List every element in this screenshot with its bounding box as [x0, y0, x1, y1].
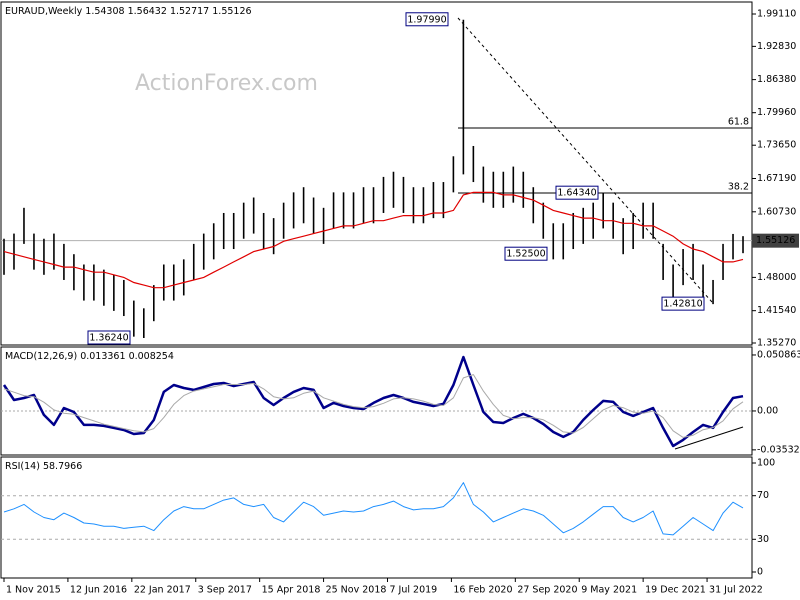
y-tick-label: 0.050863 — [757, 349, 800, 360]
x-tick-label: 1 Nov 2015 — [6, 585, 61, 596]
x-tick-label: 9 May 2021 — [581, 585, 637, 596]
readout-value: 1.52717 — [170, 6, 209, 17]
readout-value: 1.56432 — [128, 6, 167, 17]
annotation-box — [504, 246, 548, 261]
fib-label: 61.8 — [728, 116, 749, 127]
x-tick-label: 31 Jul 2022 — [709, 585, 763, 596]
panel-header: MACD(12,26,9) 0.013361 0.008254 — [5, 351, 174, 362]
indicator-line — [3, 374, 744, 438]
panel-title: RSI(14) — [5, 461, 40, 472]
annotation-box — [405, 12, 449, 27]
y-tick-label: 0.00 — [757, 405, 778, 416]
readout-value: 1.55126 — [212, 6, 251, 17]
y-tick-label: 1.48000 — [757, 272, 796, 283]
y-tick-label: 1.41540 — [757, 305, 796, 316]
x-tick-label: 22 Jan 2017 — [134, 585, 191, 596]
y-tick-label: 1.35270 — [757, 337, 796, 348]
x-tick-label: 15 Apr 2018 — [262, 585, 321, 596]
indicator-line — [2, 355, 744, 448]
last-price-box — [752, 233, 799, 248]
indicator-line — [3, 482, 744, 536]
panel-frame — [0, 1, 753, 346]
annotation-label: 1.97990 — [407, 14, 446, 25]
panel-header: EURAUD,Weekly 1.54308 1.56432 1.52717 1.… — [5, 6, 252, 17]
y-tick-label: 0 — [757, 567, 763, 578]
panel-title: MACD(12,26,9) — [5, 351, 77, 362]
x-tick-label: 27 Sep 2020 — [517, 585, 577, 596]
y-tick-label: 30 — [757, 534, 769, 545]
annotation-box — [555, 185, 599, 200]
x-tick-label: 7 Jul 2019 — [389, 585, 437, 596]
annotation-box — [87, 330, 131, 345]
x-tick-label: 3 Sep 2017 — [198, 585, 252, 596]
x-tick-label: 25 Nov 2018 — [326, 585, 387, 596]
y-tick-label: 100 — [757, 457, 775, 468]
last-price-label: 1.55126 — [756, 235, 795, 246]
y-tick-label: 1.86380 — [757, 74, 796, 85]
y-tick-label: 1.92830 — [757, 41, 796, 52]
readout-value: 1.54308 — [85, 6, 124, 17]
annotation-box — [661, 296, 705, 311]
annotation-label: 1.52500 — [506, 249, 545, 260]
watermark: ActionForex.com — [135, 71, 318, 96]
panel-header: RSI(14) 58.7966 — [5, 461, 82, 472]
y-tick-label: 1.99110 — [757, 9, 796, 20]
readout-value: 0.008254 — [129, 351, 174, 362]
y-tick-label: 1.60730 — [757, 206, 796, 217]
annotation-label: 1.36240 — [89, 332, 128, 343]
y-tick-label: -0.035322 — [757, 444, 800, 455]
annotation-label: 1.64340 — [557, 188, 596, 199]
y-tick-label: 1.67190 — [757, 173, 796, 184]
annotation-label: 1.42810 — [663, 299, 702, 310]
x-tick-label: 19 Dec 2021 — [645, 585, 706, 596]
macd-trend-line — [674, 426, 744, 450]
y-tick-label: 70 — [757, 490, 769, 501]
x-tick-label: 12 Jun 2016 — [70, 585, 127, 596]
panel-frame — [0, 346, 753, 456]
fib-label: 38.2 — [728, 182, 749, 193]
readout-value: 58.7966 — [43, 461, 82, 472]
y-tick-label: 1.79960 — [757, 107, 796, 118]
readout-value: 0.013361 — [80, 351, 125, 362]
panel-frame — [0, 456, 753, 579]
y-tick-label: 1.73650 — [757, 140, 796, 151]
panel-title: EURAUD,Weekly — [5, 6, 83, 17]
moving-average — [3, 191, 744, 289]
x-tick-label: 16 Feb 2020 — [453, 585, 512, 596]
